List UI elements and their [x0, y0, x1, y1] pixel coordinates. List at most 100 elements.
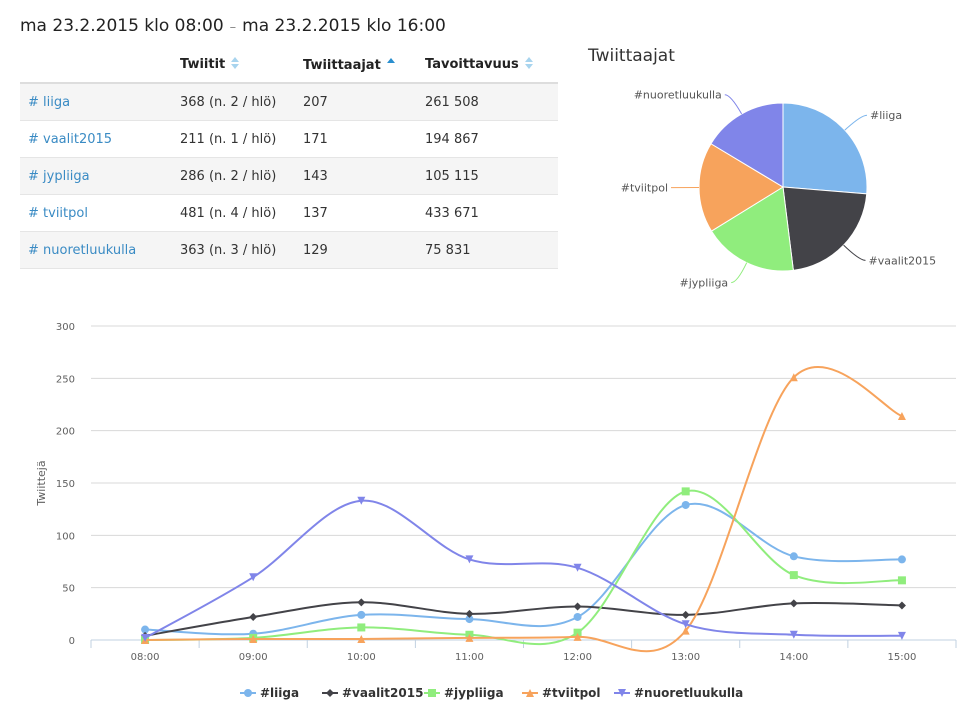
column-header-tweeters-label: Twiittaajat [303, 57, 381, 73]
sort-unsorted-icon [524, 56, 534, 69]
sort-unsorted-icon [230, 56, 240, 69]
data-point [357, 598, 366, 607]
data-point [357, 496, 366, 505]
x-tick-label: 12:00 [563, 652, 592, 663]
x-tick-label: 13:00 [671, 652, 700, 663]
table-row: # tviitpol 481 (n. 4 / hlö) 137 433 671 [20, 194, 558, 232]
x-tick-label: 14:00 [779, 652, 808, 663]
hashtag-cell: # liiga [20, 83, 172, 121]
legend-item[interactable]: #liiga [240, 686, 299, 700]
hashtag-cell: # jypliiga [20, 157, 172, 195]
data-point [573, 602, 582, 611]
x-tick-label: 10:00 [347, 652, 376, 663]
data-point [897, 576, 906, 585]
reach-cell: 433 671 [417, 194, 558, 232]
pie-connector [843, 244, 866, 261]
pie-label: #liiga [870, 109, 902, 122]
hashtag-link[interactable]: # liiga [28, 94, 71, 110]
data-point [573, 612, 582, 621]
column-header-reach[interactable]: Tavoittavuus [417, 46, 558, 84]
legend-item[interactable]: #vaalit2015 [322, 686, 423, 700]
table-row: # vaalit2015 211 (n. 1 / hlö) 171 194 86… [20, 120, 558, 158]
legend-item[interactable]: #jypliiga [424, 686, 504, 700]
x-tick-label: 11:00 [455, 652, 484, 663]
x-tick-label: 15:00 [888, 652, 917, 663]
tweets-cell: 481 (n. 4 / hlö) [172, 194, 295, 232]
legend-item[interactable]: #tviitpol [522, 686, 601, 700]
hashtag-link[interactable]: # nuoretluukulla [28, 242, 137, 258]
x-tick-label: 09:00 [239, 652, 268, 663]
pie-slice [782, 186, 868, 271]
data-point [897, 555, 906, 564]
hashtag-cell: # nuoretluukulla [20, 231, 172, 269]
pie-slice [782, 102, 868, 195]
pie-slice [710, 186, 794, 272]
date-range-end: ma 23.2.2015 klo 16:00 [242, 16, 446, 36]
pie-connector [731, 262, 748, 284]
pie-slice [698, 143, 784, 232]
data-point [141, 633, 150, 642]
table-row: # jypliiga 286 (n. 2 / hlö) 143 105 115 [20, 157, 558, 195]
hashtag-link[interactable]: # jypliiga [28, 168, 90, 184]
data-point [573, 563, 582, 572]
data-point [249, 573, 258, 582]
date-range-separator: – [229, 20, 237, 35]
data-point [141, 625, 150, 634]
tweets-cell: 368 (n. 2 / hlö) [172, 83, 295, 121]
hashtag-cell: # tviitpol [20, 194, 172, 232]
data-point [573, 628, 582, 637]
y-tick-label: 300 [56, 322, 75, 333]
data-point [465, 633, 474, 642]
hashtag-link[interactable]: # vaalit2015 [28, 131, 113, 147]
legend-marker [526, 689, 534, 697]
tweeters-cell: 137 [295, 194, 417, 232]
data-point [249, 634, 258, 643]
tweets-cell: 286 (n. 2 / hlö) [172, 157, 295, 195]
table-header-row: Twiitit Twiittaajat Tavoittavuus [20, 46, 558, 84]
column-header-tweeters[interactable]: Twiittaajat [295, 46, 417, 84]
series-line [145, 502, 902, 636]
date-range-start: ma 23.2.2015 klo 08:00 [20, 16, 224, 36]
data-point [357, 634, 366, 643]
tweeters-cell: 143 [295, 157, 417, 195]
data-point [357, 623, 366, 632]
hashtag-stats-table: Twiitit Twiittaajat Tavoittavuus # liiga… [20, 46, 558, 269]
page-title: ma 23.2.2015 klo 08:00– ma 23.2.2015 klo … [20, 16, 446, 36]
data-point [681, 626, 690, 635]
pie-connector [724, 94, 743, 115]
column-header-hashtag [20, 46, 172, 84]
data-point [681, 487, 690, 496]
pie-chart-title: Twiittaajat [588, 46, 675, 66]
data-point [465, 615, 474, 624]
reach-cell: 105 115 [417, 157, 558, 195]
x-tick-label: 08:00 [131, 652, 160, 663]
data-point [573, 632, 582, 641]
data-point [465, 609, 474, 618]
table-row: # nuoretluukulla 363 (n. 3 / hlö) 129 75… [20, 231, 558, 269]
legend-marker [244, 689, 252, 697]
hashtag-link[interactable]: # tviitpol [28, 205, 88, 221]
column-header-tweets-label: Twiitit [180, 56, 226, 72]
reach-cell: 261 508 [417, 83, 558, 121]
tweets-cell: 363 (n. 3 / hlö) [172, 231, 295, 269]
tweets-cell: 211 (n. 1 / hlö) [172, 120, 295, 158]
data-point [789, 571, 798, 580]
data-point [789, 630, 798, 639]
column-header-reach-label: Tavoittavuus [425, 56, 519, 72]
tweeters-cell: 171 [295, 120, 417, 158]
data-point [249, 612, 258, 621]
y-tick-label: 100 [56, 531, 75, 542]
series-line [144, 601, 902, 637]
legend-label: #vaalit2015 [342, 686, 423, 700]
legend-label: #nuoretluukulla [634, 686, 743, 700]
column-header-tweets[interactable]: Twiitit [172, 46, 295, 84]
pie-label: #nuoretluukulla [634, 89, 722, 102]
y-axis-label: Twiittejä [35, 460, 48, 506]
reach-cell: 194 867 [417, 120, 558, 158]
y-tick-label: 50 [62, 584, 75, 595]
data-point [357, 610, 366, 619]
legend-item[interactable]: #nuoretluukulla [614, 686, 743, 700]
hashtag-cell: # vaalit2015 [20, 120, 172, 158]
series-line [145, 366, 903, 653]
pie-label: #vaalit2015 [869, 254, 937, 267]
